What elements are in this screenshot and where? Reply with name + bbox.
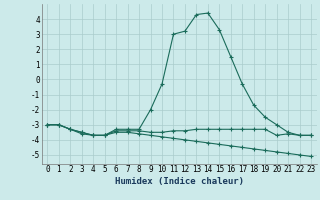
X-axis label: Humidex (Indice chaleur): Humidex (Indice chaleur) <box>115 177 244 186</box>
